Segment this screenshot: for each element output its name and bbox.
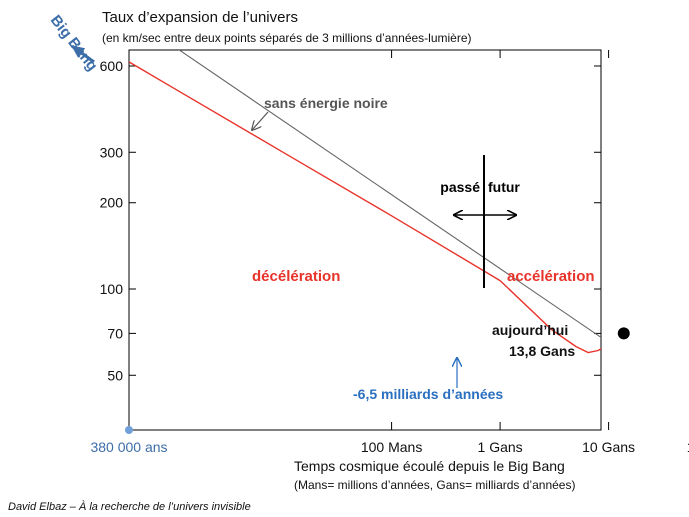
no-dark-energy-label: sans énergie noire bbox=[264, 95, 388, 111]
minimum-label: -6,5 milliards d’années bbox=[353, 386, 503, 402]
acceleration-label: accélération bbox=[507, 268, 595, 285]
y-tick-label: 100 bbox=[100, 281, 124, 297]
deceleration-label: décélération bbox=[252, 268, 340, 285]
today-point bbox=[617, 327, 630, 340]
credit-text: David Elbaz – À la recherche de l’univer… bbox=[8, 500, 251, 513]
x-tick-label: 100 Gans bbox=[687, 439, 689, 455]
plot-frame bbox=[128, 49, 602, 431]
x-tick-label: 100 Mans bbox=[361, 439, 422, 455]
big-bang-label: Big Bang bbox=[47, 12, 101, 74]
chart-subtitle: (en km/sec entre deux points séparés de … bbox=[102, 31, 472, 45]
x-axis-note: (Mans= millions d’années, Gans= milliard… bbox=[294, 478, 575, 492]
y-tick-label: 70 bbox=[107, 325, 123, 341]
future-label: futur bbox=[488, 179, 520, 195]
x-tick-label: 10 Gans bbox=[582, 439, 635, 455]
x-axis-label: Temps cosmique écoulé depuis le Big Bang bbox=[294, 458, 565, 474]
origin-point bbox=[125, 426, 133, 434]
past-label: passé bbox=[440, 179, 480, 195]
no-dark-energy-pointer bbox=[252, 111, 269, 130]
x-axis-ticks: 380 000 ans 100 Mans 1 Gans 10 Gans 100 Gans bbox=[90, 50, 689, 455]
today-label: aujourd’hui bbox=[492, 322, 568, 338]
no-dark-energy-line bbox=[178, 50, 601, 339]
y-tick-label: 600 bbox=[100, 58, 124, 74]
y-tick-label: 300 bbox=[100, 144, 124, 160]
age-label: 13,8 Gans bbox=[509, 343, 575, 359]
y-axis-ticks: 600 300 200 100 70 50 bbox=[100, 58, 601, 383]
chart-title: Taux d’expansion de l’univers bbox=[102, 9, 298, 26]
series-group bbox=[129, 50, 601, 354]
y-tick-label: 200 bbox=[100, 195, 124, 211]
big-bang-arrow bbox=[71, 44, 95, 64]
expansion-curve bbox=[129, 61, 601, 354]
x-tick-label-origin: 380 000 ans bbox=[90, 439, 167, 455]
y-tick-label: 50 bbox=[107, 367, 123, 383]
x-tick-label: 1 Gans bbox=[478, 439, 523, 455]
